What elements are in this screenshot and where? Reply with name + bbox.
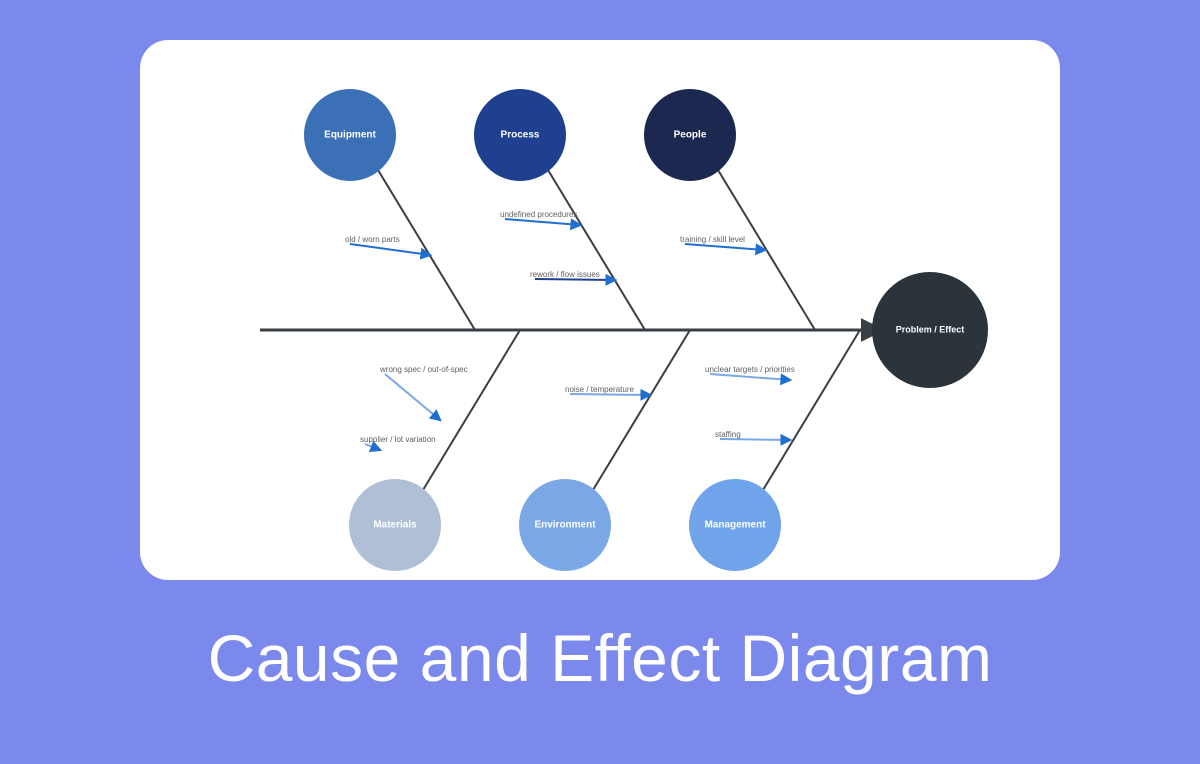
cause-arrow <box>365 444 380 450</box>
effect-label: Problem / Effect <box>896 324 965 334</box>
category-label: Materials <box>373 520 417 531</box>
cause-label: rework / flow issues <box>530 270 600 279</box>
diagram-card: Problem / Effect Equipment old / worn part… <box>140 40 1060 580</box>
cause-arrow <box>505 219 580 225</box>
cause-label: supplier / lot variation <box>360 435 436 444</box>
cause-arrow <box>720 439 790 440</box>
cause-label: noise / temperature <box>565 385 634 394</box>
category-label: Process <box>501 130 540 141</box>
fishbone-diagram: Problem / Effect Equipment old / worn part… <box>140 40 1060 580</box>
cause-arrow <box>385 374 440 420</box>
cause-arrow <box>710 374 790 380</box>
cause-label: training / skill level <box>680 235 745 244</box>
bone-line <box>718 170 815 330</box>
cause-label: undefined procedures <box>500 210 577 219</box>
category-label: Equipment <box>324 130 376 141</box>
cause-label: staffing <box>715 430 741 439</box>
category-label: Environment <box>534 520 596 531</box>
category-label: People <box>674 130 707 141</box>
bone-line <box>423 330 520 490</box>
category-label: Management <box>704 520 766 531</box>
bone-line <box>593 330 690 490</box>
cause-arrow <box>535 279 615 280</box>
cause-label: unclear targets / priorities <box>705 365 795 374</box>
cause-arrow <box>570 394 650 395</box>
cause-arrow <box>685 244 765 250</box>
cause-label: wrong spec / out-of-spec <box>379 365 468 374</box>
cause-arrow <box>350 244 430 255</box>
page-title: Cause and Effect Diagram <box>208 620 993 696</box>
bone-line <box>548 170 645 330</box>
cause-label: old / worn parts <box>345 235 400 244</box>
bone-line <box>763 330 860 490</box>
